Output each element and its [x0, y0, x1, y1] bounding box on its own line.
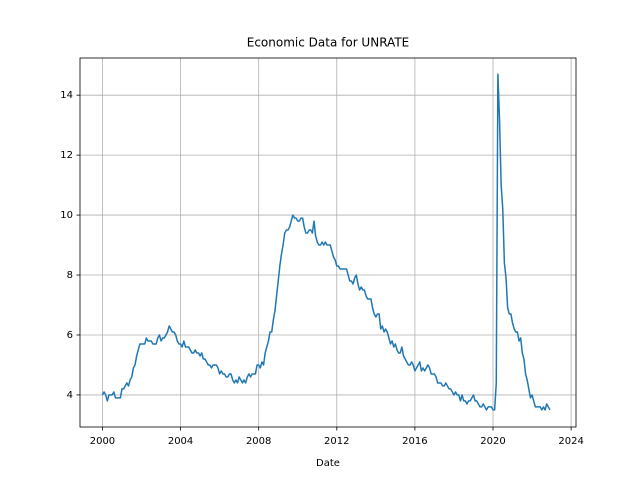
x-tick-label: 2000 [90, 436, 115, 447]
data-line [101, 73, 551, 411]
x-tick-label: 2008 [246, 436, 271, 447]
plot-frame [79, 57, 577, 428]
y-tick-label: 6 [67, 330, 73, 341]
x-tick-label: 2012 [324, 436, 349, 447]
x-tick-label: 2004 [168, 436, 193, 447]
x-tick-label: 2016 [402, 436, 427, 447]
y-tick-label: 8 [67, 270, 73, 281]
y-tick-label: 14 [60, 90, 73, 101]
x-axis-label: Date [316, 458, 340, 469]
chart-title: Economic Data for UNRATE [247, 36, 410, 50]
y-tick-label: 4 [67, 390, 73, 401]
y-tick-label: 10 [60, 210, 73, 221]
x-tick-label: 2024 [558, 436, 583, 447]
y-tick-label: 12 [60, 150, 73, 161]
x-tick-label: 2020 [480, 436, 505, 447]
